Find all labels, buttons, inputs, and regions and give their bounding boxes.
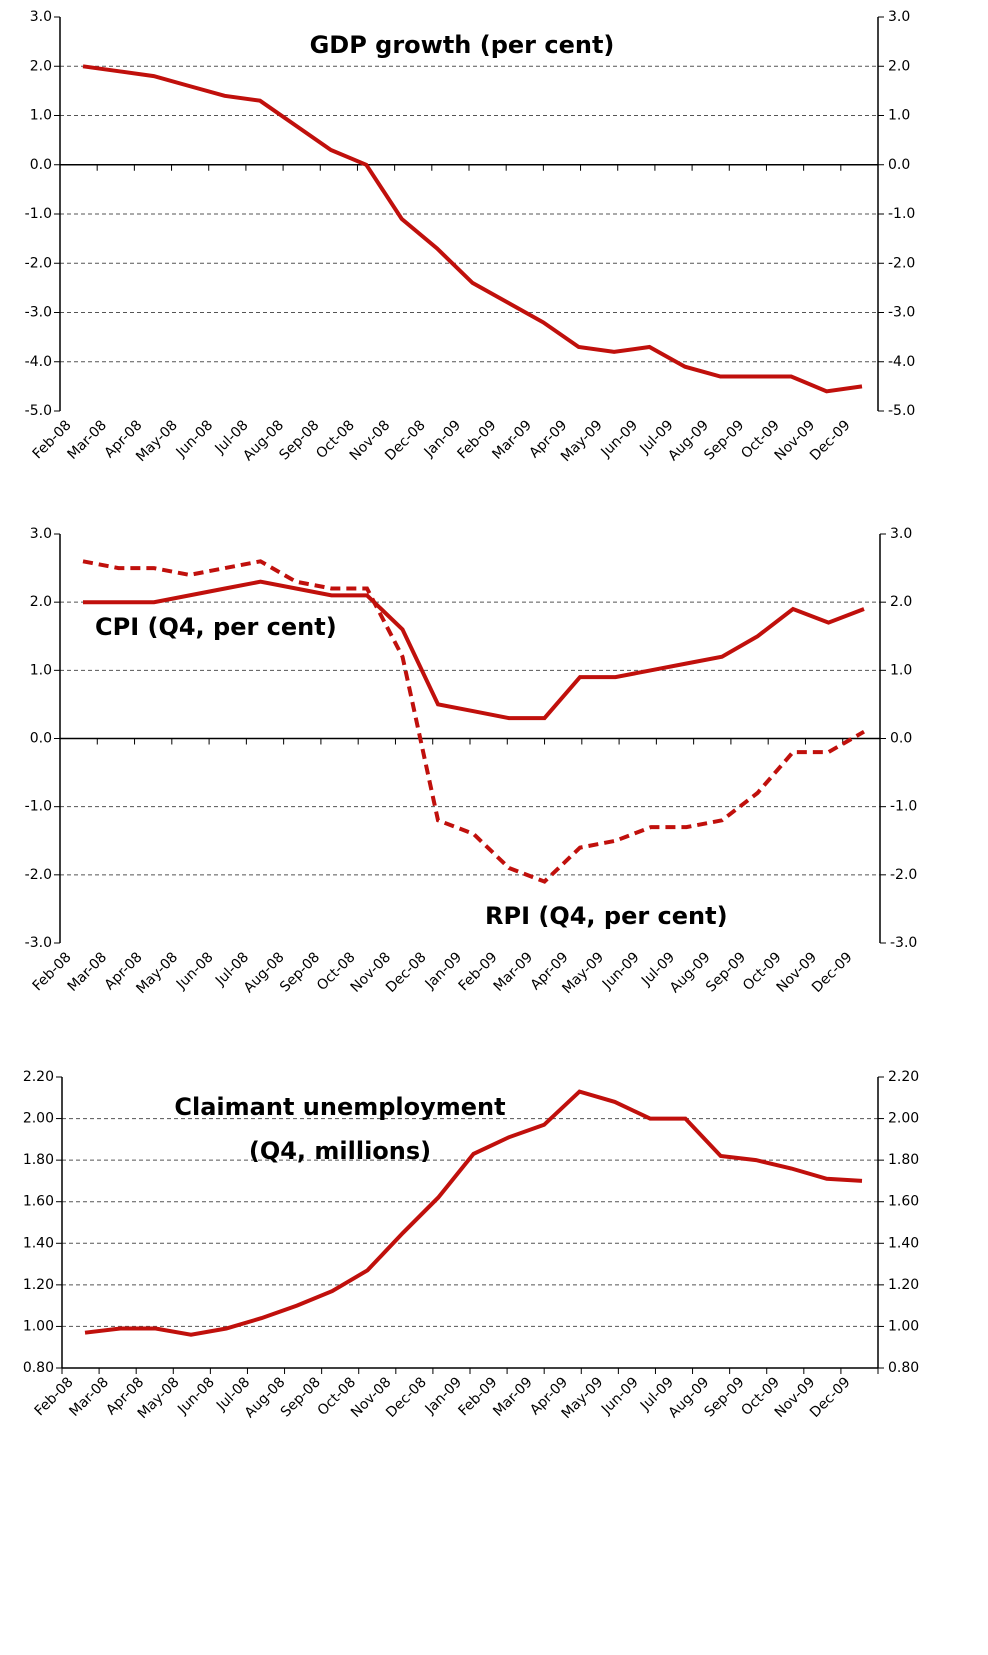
series-label: RPI (Q4, per cent) — [485, 902, 728, 930]
x-tick-label: Mar-08 — [65, 417, 111, 463]
x-tick-label: Mar-09 — [491, 949, 537, 995]
y-tick-label: 1.80 — [23, 1152, 54, 1168]
y2-tick-label: 1.40 — [888, 1235, 919, 1251]
x-tick-label: Mar-09 — [490, 1374, 536, 1420]
y2-tick-label: 2.0 — [888, 58, 910, 74]
y2-tick-label: 2.00 — [888, 1111, 919, 1127]
y-tick-label: 1.60 — [23, 1194, 54, 1210]
y2-tick-label: 1.80 — [888, 1152, 919, 1168]
y-tick-label: 2.0 — [30, 58, 52, 74]
x-tick-label: Sep-09 — [701, 417, 747, 463]
y2-tick-label: -3.0 — [888, 305, 915, 321]
x-tick-label: Jun-08 — [174, 1374, 218, 1418]
x-tick-label: Sep-08 — [278, 1374, 324, 1420]
x-tick-label: Jun-09 — [598, 1374, 642, 1418]
x-tick-label: Dec-09 — [809, 949, 856, 996]
y2-tick-label: 1.0 — [888, 108, 910, 124]
y-tick-label: -1.0 — [25, 206, 52, 222]
y-tick-label: 2.20 — [23, 1069, 54, 1085]
y2-tick-label: -2.0 — [890, 867, 917, 883]
y-tick-label: 2.00 — [23, 1111, 54, 1127]
data-line — [84, 1089, 863, 1337]
y-tick-label: 1.0 — [30, 108, 52, 124]
x-tick-label: Dec-08 — [382, 417, 429, 464]
y-tick-label: 0.80 — [23, 1360, 54, 1376]
y-tick-label: -1.0 — [25, 799, 52, 815]
chart-title: GDP growth (per cent) — [310, 31, 615, 59]
y-tick-label: -2.0 — [25, 255, 52, 271]
y2-tick-label: 2.0 — [890, 594, 912, 610]
y2-tick-label: 3.0 — [888, 9, 910, 25]
y2-tick-label: 1.60 — [888, 1194, 919, 1210]
y2-tick-label: -5.0 — [888, 403, 915, 419]
y2-tick-label: -3.0 — [890, 935, 917, 951]
y-tick-label: 0.0 — [30, 731, 52, 747]
y-tick-label: -3.0 — [25, 305, 52, 321]
y-tick-label: -5.0 — [25, 403, 52, 419]
y2-tick-label: -4.0 — [888, 354, 915, 370]
x-tick-label: Jun-09 — [598, 417, 642, 461]
x-tick-label: Sep-08 — [277, 949, 323, 995]
y2-tick-label: 3.0 — [890, 526, 912, 542]
y-tick-label: 1.20 — [23, 1277, 54, 1293]
y-tick-label: -4.0 — [25, 354, 52, 370]
y-tick-label: 2.0 — [30, 594, 52, 610]
x-tick-label: Mar-08 — [65, 949, 111, 995]
y2-tick-label: 0.0 — [888, 157, 910, 173]
x-tick-label: Dec-08 — [383, 949, 430, 996]
y2-tick-label: 0.0 — [890, 731, 912, 747]
y2-tick-label: 0.80 — [888, 1360, 919, 1376]
x-tick-label: Sep-09 — [702, 1374, 748, 1420]
y2-tick-label: -2.0 — [888, 255, 915, 271]
y2-tick-label: 1.00 — [888, 1318, 919, 1334]
y2-tick-label: -1.0 — [888, 206, 915, 222]
series-label: CPI (Q4, per cent) — [95, 613, 337, 641]
x-tick-label: Mar-09 — [489, 417, 535, 463]
x-tick-label: Jun-09 — [599, 949, 643, 993]
y-tick-label: -2.0 — [25, 867, 52, 883]
y-tick-label: -3.0 — [25, 935, 52, 951]
x-tick-label: Mar-08 — [66, 1374, 112, 1420]
data-line — [82, 559, 865, 884]
y2-tick-label: 1.20 — [888, 1277, 919, 1293]
x-tick-label: Jun-08 — [173, 949, 217, 993]
y2-tick-label: -1.0 — [890, 799, 917, 815]
data-line — [83, 579, 865, 721]
y2-tick-label: 2.20 — [888, 1069, 919, 1085]
y-tick-label: 3.0 — [30, 9, 52, 25]
x-tick-label: Sep-09 — [703, 949, 749, 995]
y-tick-label: 1.0 — [30, 662, 52, 678]
y-tick-label: 1.00 — [23, 1318, 54, 1334]
chart-title: (Q4, millions) — [249, 1137, 431, 1165]
y2-tick-label: 1.0 — [890, 662, 912, 678]
x-tick-label: Dec-09 — [807, 417, 854, 464]
y-tick-label: 3.0 — [30, 526, 52, 542]
data-line — [82, 64, 863, 394]
y-tick-label: 1.40 — [23, 1235, 54, 1251]
y-tick-label: 0.0 — [30, 157, 52, 173]
x-tick-label: Jun-08 — [173, 417, 217, 461]
chart-title: Claimant unemployment — [174, 1093, 505, 1121]
x-tick-label: Sep-08 — [276, 417, 322, 463]
